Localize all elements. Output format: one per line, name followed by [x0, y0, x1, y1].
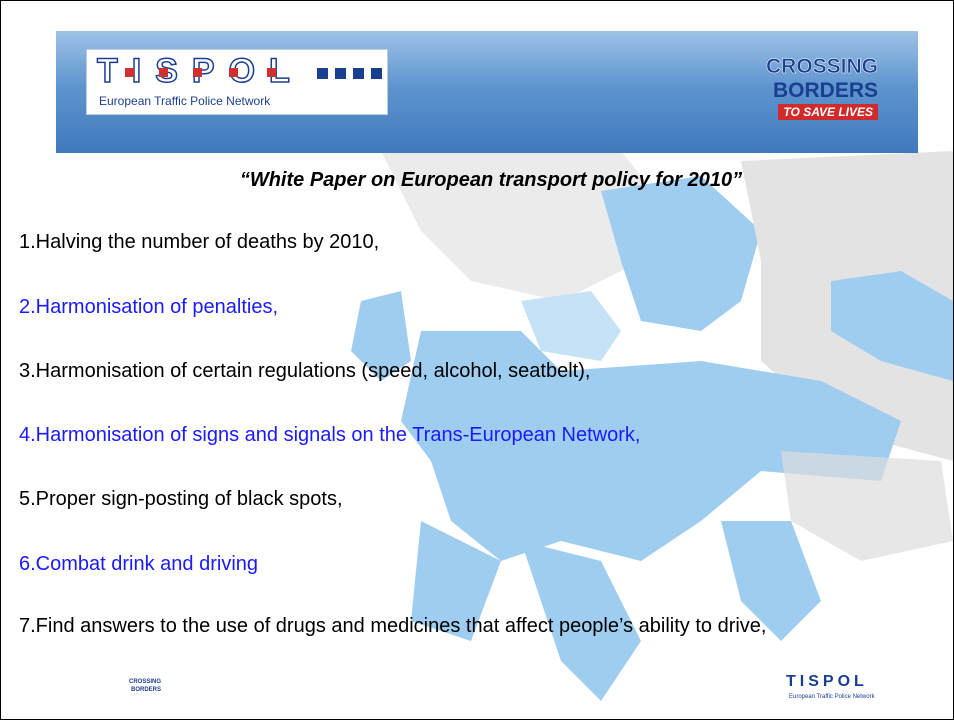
network-name: European Traffic Police Network	[99, 94, 271, 108]
campaign-line: CROSSING	[765, 55, 879, 79]
footer-tispol-logo: TISPOL	[786, 673, 868, 690]
list-item: 5.Proper sign-posting of black spots,	[19, 488, 343, 510]
list-item: 3.Harmonisation of certain regulations (…	[19, 360, 591, 382]
list-item: 1.Halving the number of deaths by 2010,	[19, 231, 380, 253]
footer-campaign-logo: BORDERS	[131, 687, 162, 693]
banner: TISPOL European Traffic Police Network C…	[56, 31, 918, 153]
slide-title: “White Paper on European transport polic…	[239, 169, 743, 191]
campaign-logo: CROSSING BORDERS TO SAVE LIVES	[728, 55, 878, 121]
footer-campaign-logo: CROSSING	[129, 679, 162, 685]
footer-network: European Traffic Police Network	[789, 694, 875, 700]
tispol-logo: TISPOL European Traffic Police Network	[86, 49, 388, 115]
list-item: 6.Combat drink and driving	[19, 553, 259, 575]
list-item: 2.Harmonisation of penalties,	[19, 296, 279, 318]
campaign-line: BORDERS	[772, 79, 878, 102]
list-item: 7.Find answers to the use of drugs and m…	[19, 615, 767, 637]
campaign-line: TO SAVE LIVES	[778, 104, 878, 120]
list-item: 4.Harmonisation of signs and signals on …	[19, 424, 641, 446]
